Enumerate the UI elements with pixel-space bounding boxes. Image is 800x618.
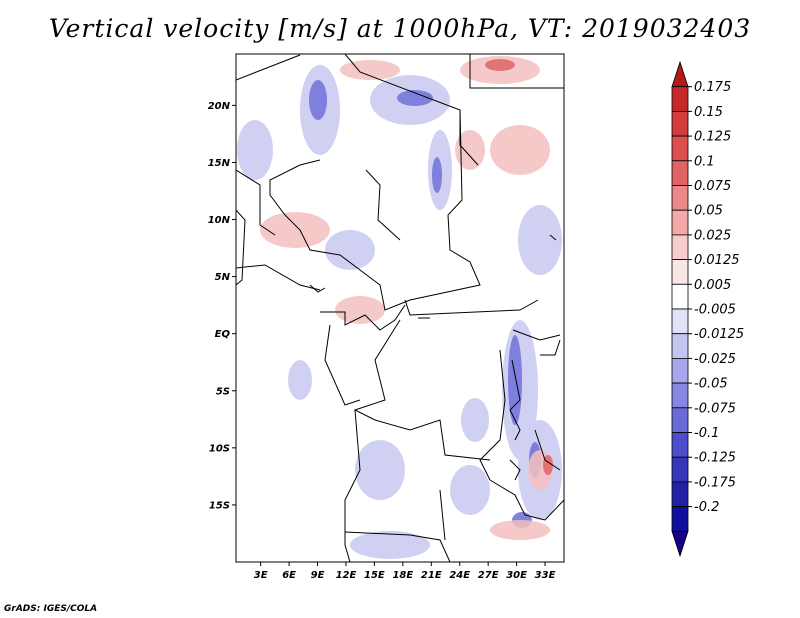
colorbar-swatch: [671, 135, 689, 162]
colorbar-label: 0.175: [694, 80, 731, 95]
longitude-axis: 3E 6E 9E 12E 15E 18E 21E 24E 27E 30E 33E: [254, 562, 556, 581]
colorbar-swatch: [671, 456, 689, 483]
lon-tick-label: 24E: [449, 570, 470, 581]
colorbar-swatch: [671, 382, 689, 409]
colorbar-label: -0.025: [694, 352, 736, 367]
colorbar: 0.175 0.15 0.125 0.1 0.075 0.05 0.025 0.0125 0.0…: [671, 60, 744, 558]
colorbar-swatch: [671, 86, 689, 112]
lon-tick-label: 6E: [282, 570, 296, 581]
lon-tick-label: 27E: [478, 570, 499, 581]
colorbar-label: 0.025: [694, 228, 731, 243]
lon-tick-label: 30E: [506, 570, 527, 581]
lat-tick-label: 10S: [209, 443, 230, 454]
colorbar-label: -0.1: [694, 426, 719, 441]
colorbar-label: 0.15: [694, 105, 723, 120]
colorbar-label: -0.0125: [694, 327, 744, 342]
colorbar-swatch: [671, 234, 689, 260]
colorbar-label: -0.125: [694, 451, 736, 466]
colorbar-swatch: [671, 506, 689, 532]
colorbar-label: 0.075: [694, 179, 731, 194]
map-title: Vertical velocity [m/s] at 1000hPa, VT: …: [48, 14, 752, 43]
lon-tick-label: 15E: [364, 570, 385, 581]
colorbar-label: 0.1: [694, 154, 715, 169]
colorbar-label: -0.05: [694, 377, 728, 392]
colorbar-label: 0.05: [694, 204, 723, 219]
colorbar-label: -0.2: [694, 500, 719, 515]
colorbar-swatch: [671, 530, 689, 558]
colorbar-label: 0.125: [694, 130, 731, 145]
lat-tick-label: 15S: [209, 500, 230, 511]
lon-tick-label: 33E: [535, 570, 556, 581]
lon-tick-label: 3E: [254, 570, 268, 581]
lon-tick-label: 12E: [336, 570, 357, 581]
colorbar-swatch: [671, 432, 689, 458]
colorbar-swatch: [671, 481, 689, 507]
colorbar-swatch: [671, 407, 689, 433]
country-borders: [236, 54, 564, 562]
lon-tick-label: 21E: [421, 570, 442, 581]
colorbar-swatch: [671, 185, 689, 211]
grads-credit: GrADS: IGES/COLA: [4, 604, 98, 614]
colorbar-swatch: [671, 283, 689, 310]
lon-tick-label: 9E: [311, 570, 325, 581]
colorbar-swatch: [671, 308, 689, 335]
plot-frame: [235, 53, 565, 563]
lat-tick-label: 20N: [208, 101, 231, 112]
lon-tick-label: 18E: [392, 570, 413, 581]
colorbar-swatch: [671, 160, 689, 186]
lat-tick-label: 5S: [216, 386, 230, 397]
colorbar-swatch: [671, 111, 689, 137]
colorbar-swatch: [671, 333, 689, 359]
lat-tick-label: EQ: [215, 329, 231, 340]
velocity-shading: [237, 56, 562, 559]
colorbar-label: -0.175: [694, 475, 736, 490]
colorbar-swatch: [671, 259, 689, 285]
lat-tick-label: 5N: [215, 272, 231, 283]
colorbar-label: 0.005: [694, 278, 731, 293]
colorbar-swatch: [671, 209, 689, 236]
lat-tick-label: 10N: [208, 215, 231, 226]
colorbar-label: -0.005: [694, 303, 736, 318]
colorbar-swatch: [671, 357, 689, 384]
colorbar-label: -0.075: [694, 401, 736, 416]
colorbar-swatch: [671, 60, 689, 88]
colorbar-label: 0.0125: [694, 253, 740, 268]
lat-tick-label: 15N: [208, 158, 231, 169]
latitude-axis: 20N 15N 10N 5N EQ 5S 10S 15S: [208, 101, 236, 511]
